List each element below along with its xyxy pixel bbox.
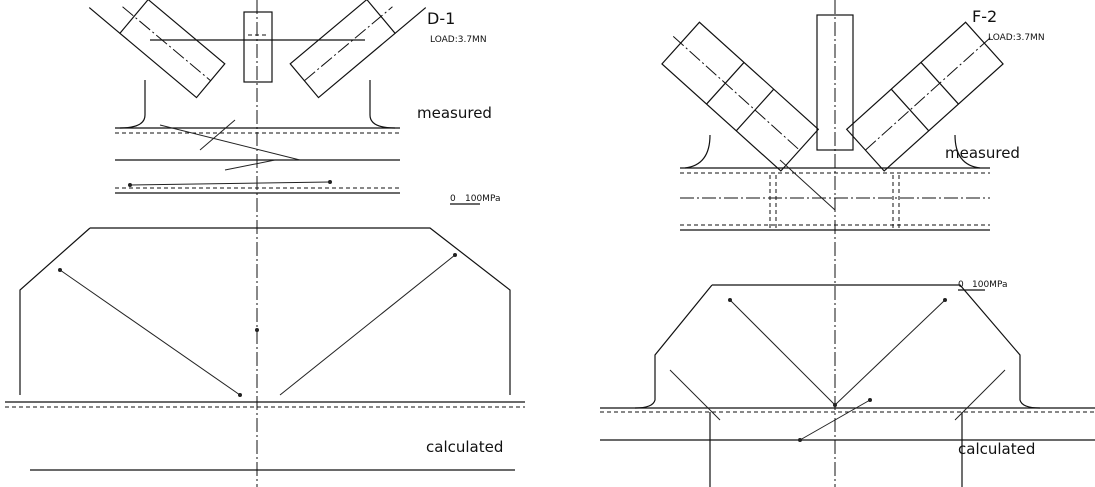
- load-label: LOAD:3.7MN: [988, 33, 1045, 43]
- scale-zero: 0: [450, 194, 456, 204]
- calculated-label: calculated: [426, 438, 503, 456]
- panel-id: F-2: [972, 7, 997, 26]
- panel-f2-drawing: [600, 0, 1095, 487]
- panel-id: D-1: [427, 9, 455, 28]
- calculated-label: calculated: [958, 440, 1035, 458]
- load-label: LOAD:3.7MN: [430, 35, 487, 45]
- scale-zero: 0: [958, 280, 964, 290]
- panel-d1-drawing: [5, 0, 525, 487]
- scale-unit: 100MPa: [465, 194, 500, 204]
- scale-unit: 100MPa: [972, 280, 1007, 290]
- measured-label: measured: [417, 104, 492, 122]
- measured-label: measured: [945, 144, 1020, 162]
